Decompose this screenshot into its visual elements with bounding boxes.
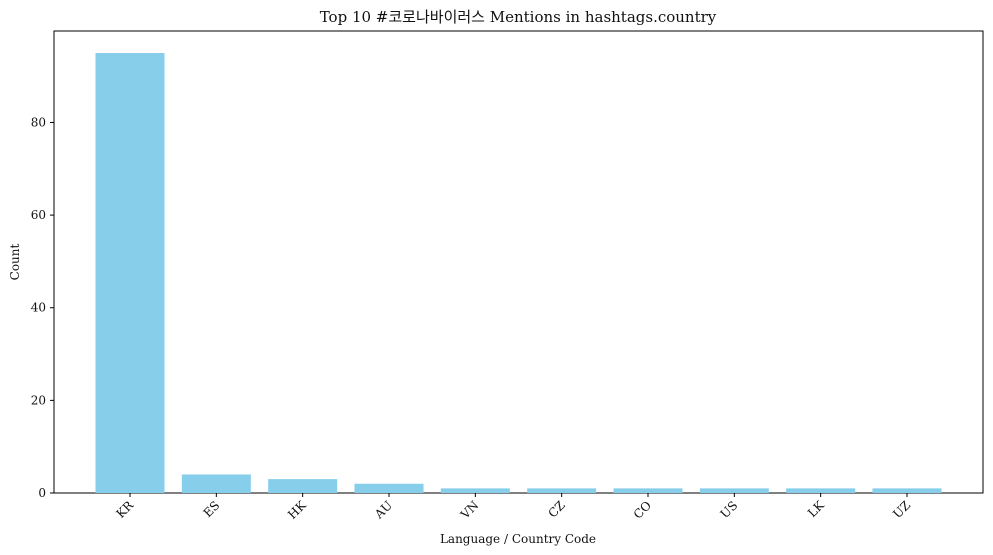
x-tick-label: ES [201,498,223,520]
y-tick-label: 0 [38,486,46,500]
x-tick-label: LK [805,497,828,520]
x-tick-label: US [718,498,741,521]
y-axis-ticks: 0 20 40 60 80 [31,115,54,500]
y-tick-label: 40 [31,301,46,315]
y-tick-label: 60 [31,208,46,222]
bar-hk [268,479,338,493]
x-tick-label: KR [113,498,136,521]
x-tick-label: VN [457,498,481,522]
bar-es [181,474,251,493]
y-tick-label: 20 [31,393,46,407]
x-tick-label: AU [371,498,395,522]
bar-uz [872,488,942,493]
x-tick-label: UZ [890,498,913,521]
bar-au [354,483,424,493]
bar-vn [440,488,510,493]
bar-cz [527,488,597,493]
bar-co [613,488,683,493]
plot-area: KR ES HK AU VN CZ CO US LK UZ 0 20 40 60 80 [31,30,984,522]
bar-lk [786,488,856,493]
bar-kr [95,53,165,493]
chart-title: Top 10 #코로나바이러스 Mentions in hashtags.cou… [320,8,717,26]
x-axis-label: Language / Country Code [440,532,596,546]
y-tick-label: 80 [31,115,46,129]
x-tick-label: CZ [545,498,567,520]
plot-frame [53,30,984,494]
bars-group [95,53,942,493]
x-tick-label: CO [631,498,654,521]
x-tick-label: HK [285,497,309,521]
x-axis-ticks: KR ES HK AU VN CZ CO US LK UZ [113,493,913,522]
bar-us [699,488,769,493]
y-axis-label: Count [8,243,22,280]
